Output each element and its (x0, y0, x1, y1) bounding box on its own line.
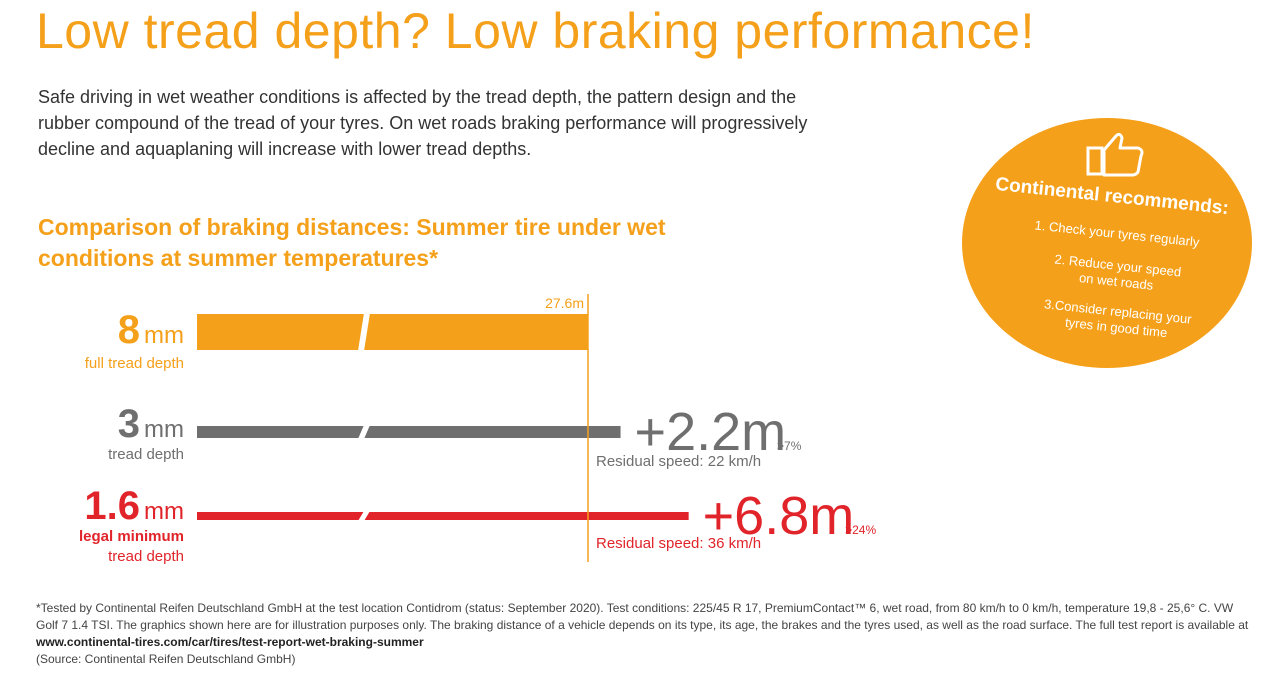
tread-value: 1.6 (84, 484, 141, 528)
footnote-text: *Tested by Continental Reifen Deutschlan… (36, 601, 1249, 632)
row-sublabel: full tread depth (84, 355, 184, 372)
recommendation-item: 1. Check your tyres regularly (1033, 217, 1201, 250)
row-sublabel: tread depth (108, 446, 184, 463)
intro-text: Safe driving in wet weather conditions i… (38, 87, 808, 159)
axis-break (358, 425, 370, 439)
tread-value: 8 (117, 308, 141, 352)
bar-3-mm (197, 426, 621, 438)
footnote: *Tested by Continental Reifen Deutschlan… (36, 600, 1256, 668)
tread-value: 3 (117, 402, 141, 446)
tread-unit: mm (144, 416, 184, 443)
bar-1-6-mm (197, 512, 689, 520)
row-label-8mm: 8 mm (118, 308, 184, 353)
axis-break (358, 511, 370, 521)
thumbs-up-icon (1086, 132, 1144, 177)
bar-8-mm (197, 314, 588, 350)
braking-chart: +2.2m>7% Residual speed: 22 km/h +6.8m>24%… (197, 294, 876, 562)
extra-distance-label: +6.8m (703, 486, 855, 546)
row-label-3mm: 3 mm (118, 402, 184, 447)
footnote-source: (Source: Continental Reifen Deutschland … (36, 652, 296, 666)
residual-speed-label: Residual speed: 36 km/h (596, 535, 761, 552)
chart-subtitle: Comparison of braking distances: Summer … (38, 214, 666, 271)
row-sublabel: legal minimum (78, 528, 184, 545)
percent-label: >7% (777, 439, 802, 453)
page-title: Low tread depth? Low braking performance… (36, 3, 1035, 59)
percent-label: >24% (845, 523, 876, 537)
row-label-1-6mm: 1.6 mm (84, 484, 184, 529)
extra-distance-label: +2.2m (635, 402, 787, 462)
report-link[interactable]: www.continental-tires.com/car/tires/test… (36, 635, 424, 649)
recommendation-badge: Continental recommends: 1. Check your ty… (962, 118, 1252, 368)
row-sublabel-2: tread depth (108, 548, 184, 565)
axis-break (358, 313, 370, 351)
tread-unit: mm (144, 322, 184, 349)
residual-speed-label: Residual speed: 22 km/h (596, 453, 761, 470)
recommendation-title: Continental recommends: (994, 173, 1230, 220)
tread-unit: mm (144, 498, 184, 525)
reference-label: 27.6m (545, 295, 584, 311)
